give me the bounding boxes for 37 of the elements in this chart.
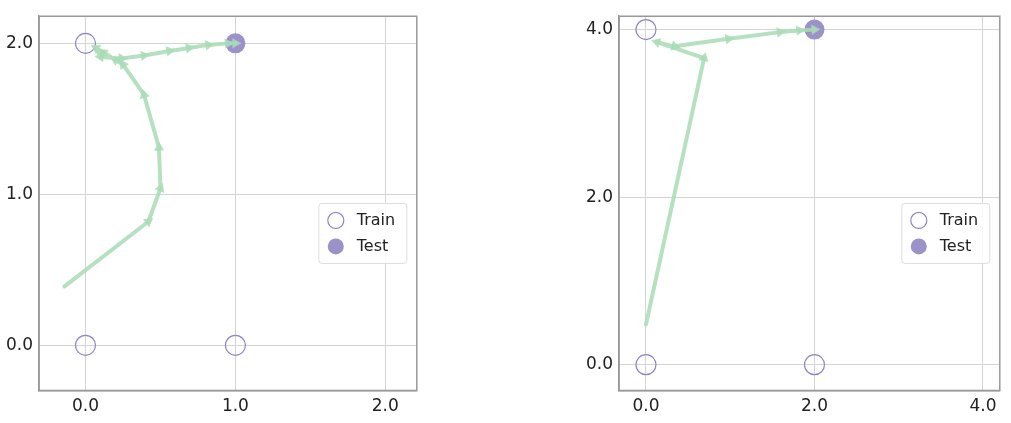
point <box>204 40 215 51</box>
x-tick-label: 0.0 <box>71 395 100 416</box>
point <box>74 334 97 356</box>
point <box>670 40 681 51</box>
point <box>74 32 97 54</box>
point <box>724 34 735 45</box>
point <box>90 44 102 54</box>
y-tick-label: 0.0 <box>5 333 34 354</box>
point <box>698 52 709 63</box>
legend-label: Test <box>355 235 389 255</box>
point <box>635 19 657 41</box>
x-tick-label: 0.0 <box>632 395 660 416</box>
point <box>635 354 657 376</box>
point <box>776 27 786 38</box>
y-tick-label: 4.0 <box>585 18 614 39</box>
y-tick-label: 2.0 <box>585 185 614 206</box>
y-tick-label: 2.0 <box>5 31 34 52</box>
legend-label: Train <box>938 209 979 229</box>
point <box>803 354 826 376</box>
legend-label: Test <box>938 235 972 255</box>
x-tick-label: 2.0 <box>800 395 828 416</box>
point <box>118 53 128 64</box>
point <box>224 334 247 356</box>
x-tick-label: 2.0 <box>371 395 399 416</box>
legend-label: Train <box>355 209 396 229</box>
x-tick-label: 1.0 <box>221 395 249 416</box>
point <box>140 50 150 61</box>
y-tick-label: 1.0 <box>5 182 34 203</box>
y-tick-label: 0.0 <box>585 353 614 374</box>
point <box>142 217 154 228</box>
point <box>139 88 150 100</box>
point <box>154 182 165 193</box>
point <box>165 46 176 57</box>
point <box>153 141 165 151</box>
point <box>185 43 195 54</box>
x-tick-label: 4.0 <box>969 395 997 416</box>
point <box>651 38 662 49</box>
